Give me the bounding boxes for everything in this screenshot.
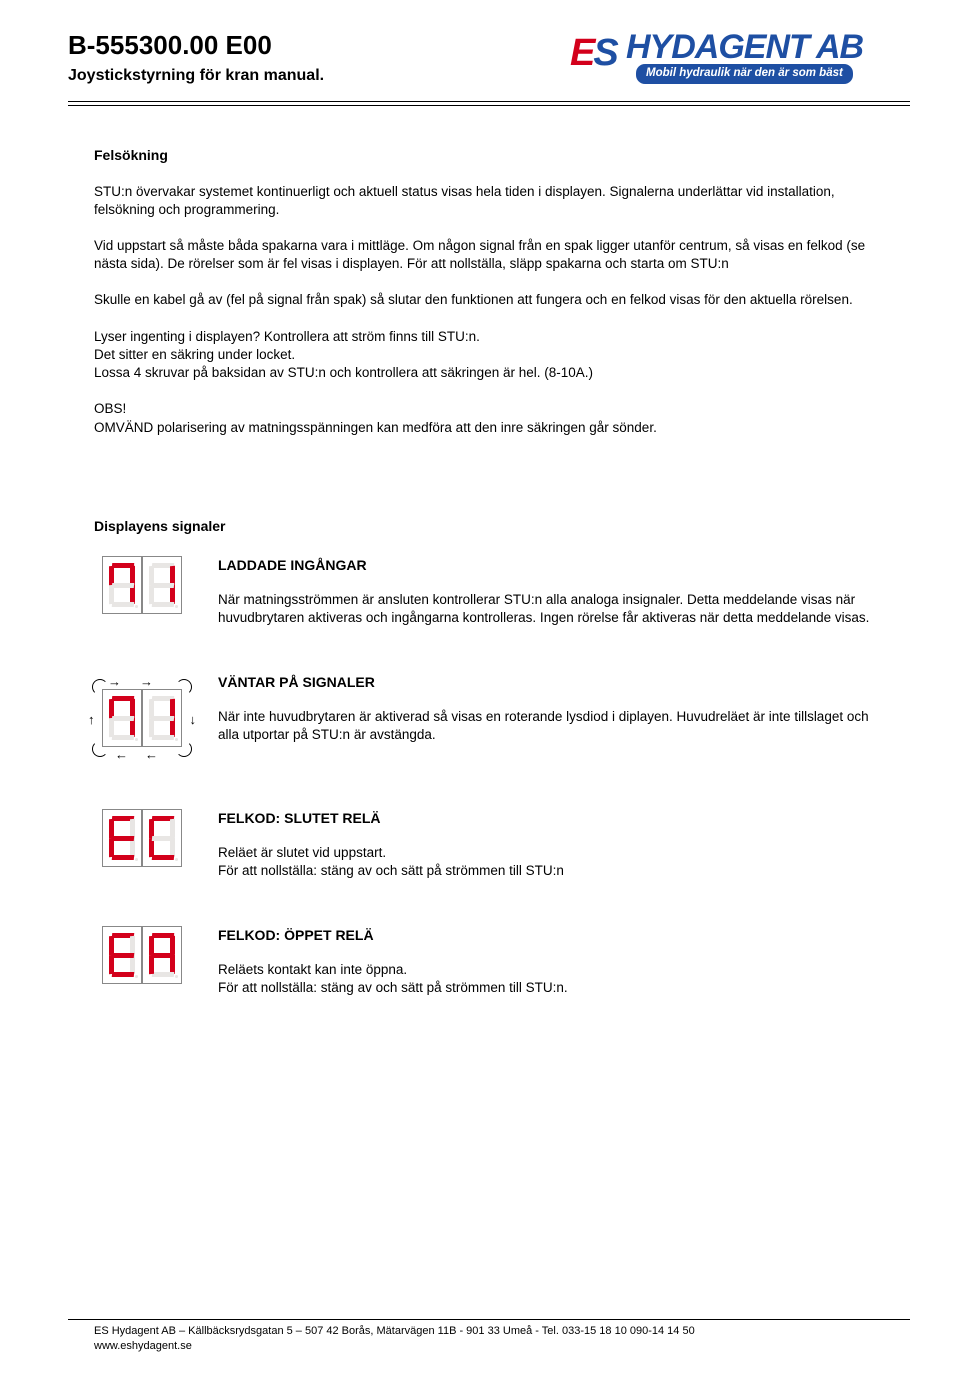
signal-text: FELKOD: ÖPPET RELÄ Reläets kontakt kan in… — [218, 926, 890, 997]
decimal-dot — [135, 605, 138, 608]
footer-rule — [68, 1319, 910, 1320]
signal-text: VÄNTAR PÅ SIGNALER När inte huvudbrytaren… — [218, 673, 890, 744]
digit-pair — [102, 926, 182, 984]
segment-g — [112, 583, 135, 588]
para-2: Vid uppstart så måste båda spakarna vara… — [94, 237, 890, 273]
segment-g — [112, 716, 135, 721]
arrow-icon: → — [140, 675, 153, 688]
signal-heading: FELKOD: SLUTET RELÄ — [218, 809, 890, 828]
segment-d — [152, 972, 175, 977]
segment-g — [112, 953, 135, 958]
document-header: B-555300.00 E00 Joystickstyrning för kra… — [68, 28, 910, 97]
section-troubleshoot-title: Felsökning — [94, 146, 890, 165]
signal-display-icon — [94, 556, 190, 614]
footer: ES Hydagent AB – Källbäcksrydsgatan 5 – … — [68, 1319, 910, 1354]
segment-d — [152, 735, 175, 740]
seven-seg-digit — [102, 926, 142, 984]
digit-pair — [102, 809, 182, 867]
segment-d — [112, 735, 135, 740]
signal-heading: FELKOD: ÖPPET RELÄ — [218, 926, 890, 945]
decimal-dot — [175, 858, 178, 861]
signal-description: När inte huvudbrytaren är aktiverad så v… — [218, 708, 890, 744]
seven-seg-digit — [142, 556, 182, 614]
signal-display-icon: →→↑↓←← — [94, 673, 190, 763]
segment-b — [170, 565, 175, 585]
seven-seg-digit — [102, 809, 142, 867]
segment-f — [149, 565, 154, 585]
segment-g — [152, 953, 175, 958]
signal-block: FELKOD: SLUTET RELÄ Reläet är slutet vid … — [94, 809, 890, 880]
arrow-icon: ← — [115, 748, 128, 761]
signal-display-icon — [94, 926, 190, 984]
segment-g — [152, 716, 175, 721]
signal-heading: VÄNTAR PÅ SIGNALER — [218, 673, 890, 692]
header-left: B-555300.00 E00 Joystickstyrning för kra… — [68, 28, 324, 87]
decimal-dot — [135, 858, 138, 861]
segment-g — [152, 836, 175, 841]
signal-heading: LADDADE INGÅNGAR — [218, 556, 890, 575]
arrow-icon: → — [108, 675, 121, 688]
signal-text: LADDADE INGÅNGAR När matningsströmmen är … — [218, 556, 890, 627]
para-5: OBS! OMVÄND polarisering av matningsspän… — [94, 400, 890, 436]
decimal-dot — [175, 738, 178, 741]
doc-subtitle: Joystickstyrning för kran manual. — [68, 65, 324, 87]
segment-b — [130, 565, 135, 585]
seven-seg-digit — [142, 926, 182, 984]
rotating-arrows-icon: → → ↑ ↓ ← ← — [90, 673, 194, 763]
segment-d — [112, 972, 135, 977]
signal-description: När matningsströmmen är ansluten kontrol… — [218, 591, 890, 627]
signal-block: →→↑↓←←VÄNTAR PÅ SIGNALERNär inte huvudbr… — [94, 673, 890, 763]
seven-seg-digit — [142, 689, 182, 747]
digit-pair — [102, 689, 182, 747]
segment-g — [152, 583, 175, 588]
decimal-dot — [135, 975, 138, 978]
segment-g — [112, 836, 135, 841]
para-3: Skulle en kabel gå av (fel på signal frå… — [94, 291, 890, 309]
segment-d — [112, 855, 135, 860]
arrow-icon: ← — [145, 748, 158, 761]
para-4: Lyser ingenting i displayen? Kontrollera… — [94, 328, 890, 383]
signal-display-icon — [94, 809, 190, 867]
header-rule-1 — [68, 101, 910, 102]
segment-d — [112, 602, 135, 607]
seven-seg-digit — [102, 556, 142, 614]
signal-block: FELKOD: ÖPPET RELÄ Reläets kontakt kan in… — [94, 926, 890, 997]
segment-d — [152, 602, 175, 607]
arrow-icon: ↑ — [88, 713, 95, 726]
signals-list: LADDADE INGÅNGAR När matningsströmmen är … — [94, 556, 890, 998]
decimal-dot — [175, 605, 178, 608]
segment-f — [109, 565, 114, 585]
header-rule-2 — [68, 105, 910, 106]
doc-id: B-555300.00 E00 — [68, 28, 324, 63]
segment-d — [152, 855, 175, 860]
signal-block: LADDADE INGÅNGAR När matningsströmmen är … — [94, 556, 890, 627]
footer-line-1: ES Hydagent AB – Källbäcksrydsgatan 5 – … — [68, 1324, 910, 1339]
signal-description: Reläets kontakt kan inte öppna. För att … — [218, 961, 890, 997]
arrow-icon: ↓ — [190, 713, 197, 726]
decimal-dot — [175, 975, 178, 978]
logo-tagline: Mobil hydraulik när den är som bäst — [636, 64, 853, 84]
section-signals-title: Displayens signaler — [94, 517, 890, 536]
seven-seg-digit — [102, 689, 142, 747]
decimal-dot — [135, 738, 138, 741]
content: Felsökning STU:n övervakar systemet kont… — [68, 146, 910, 998]
signal-text: FELKOD: SLUTET RELÄ Reläet är slutet vid … — [218, 809, 890, 880]
digit-pair — [102, 556, 182, 614]
brand-logo: ES HYDAGENT AB Mobil hydraulik när den ä… — [570, 28, 910, 86]
footer-line-2: www.eshydagent.se — [68, 1339, 910, 1354]
signal-description: Reläet är slutet vid uppstart. För att n… — [218, 844, 890, 880]
seven-seg-digit — [142, 809, 182, 867]
logo-prefix-icon: ES — [570, 28, 617, 79]
para-1: STU:n övervakar systemet kontinuerligt o… — [94, 183, 890, 219]
